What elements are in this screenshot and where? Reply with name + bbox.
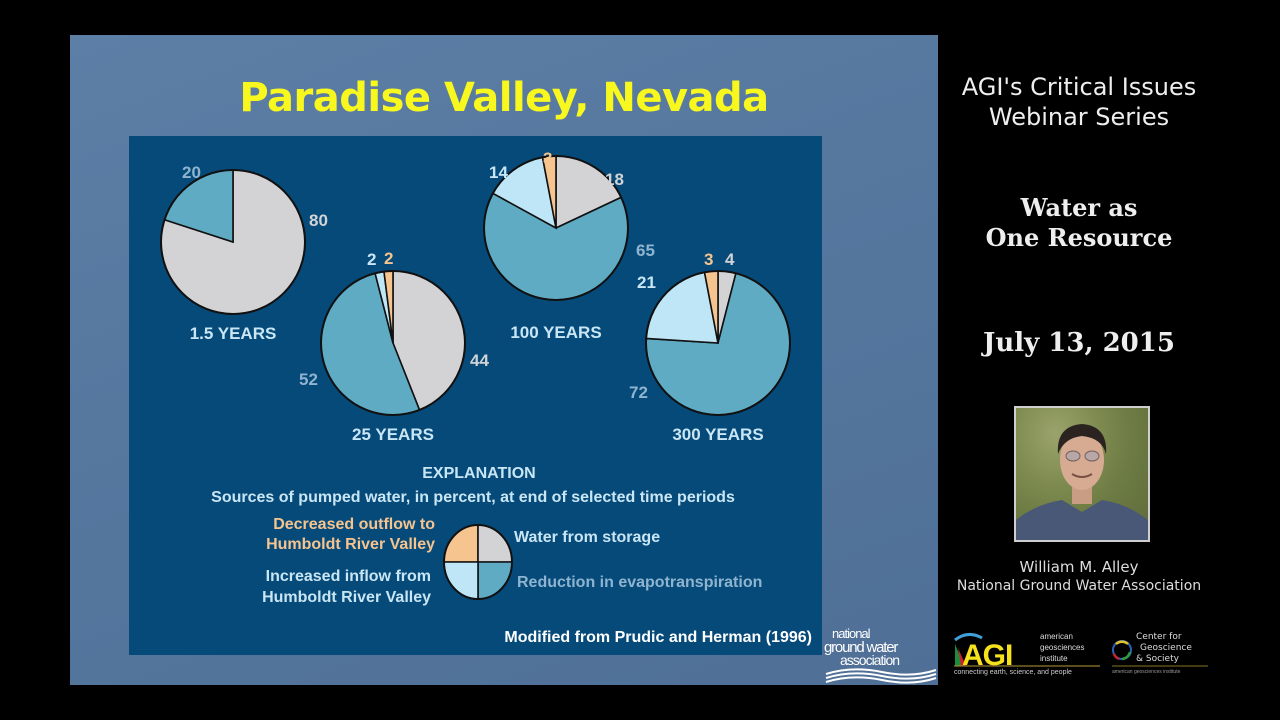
- topic-line1: Water as: [1020, 193, 1138, 222]
- pie-25-years: [320, 270, 466, 416]
- slide-title: Paradise Valley, Nevada: [239, 75, 769, 121]
- webinar-sidebar: AGI's Critical Issues Webinar Series Wat…: [938, 0, 1280, 720]
- cgs-logo: Center for Geoscience & Society american…: [1112, 632, 1208, 675]
- agi-arc-icon: [954, 633, 983, 642]
- agi-logo: AGI american geosciences institute conne…: [954, 632, 1100, 676]
- legend-label-storage: Water from storage: [514, 529, 660, 546]
- value-label: 3: [704, 250, 713, 269]
- value-label: 80: [309, 211, 328, 230]
- pie-caption: 300 YEARS: [672, 425, 763, 444]
- legend-label-outflow: Decreased outflow to: [273, 516, 435, 533]
- pie-caption: 100 YEARS: [510, 323, 601, 342]
- cgs-logo-line1: Center for: [1136, 632, 1182, 642]
- legend-label-outflow: Humboldt River Valley: [266, 536, 435, 553]
- agi-mark: AGI: [962, 639, 1012, 672]
- speaker-photo: [1014, 406, 1150, 542]
- value-label: 65: [636, 241, 655, 260]
- value-label: 20: [182, 163, 201, 182]
- legend-quad-circle: [443, 524, 513, 600]
- series-title: AGI's Critical Issues Webinar Series: [938, 72, 1220, 132]
- topic-line2: One Resource: [985, 223, 1173, 252]
- cgs-tagline: american geosciences institute: [1112, 669, 1181, 675]
- source-note: Modified from Prudic and Herman (1996): [504, 629, 812, 646]
- speaker-organization: National Ground Water Association: [956, 578, 1202, 594]
- cgs-logo-line2: Geoscience: [1140, 643, 1192, 653]
- speaker-portrait-icon: [1016, 424, 1148, 540]
- value-label: 44: [470, 351, 489, 370]
- value-label: 18: [605, 170, 624, 189]
- value-label: 4: [725, 250, 735, 269]
- value-label: 3: [543, 149, 552, 168]
- pie-caption: 1.5 YEARS: [190, 324, 277, 343]
- pie-300-years: [645, 270, 791, 416]
- legend-label-et: Reduction in evapotranspiration: [517, 574, 762, 591]
- chart-panel: 20 80 2 2 44 52 14 3 18 65 21 3 4 72 1.5…: [129, 136, 822, 655]
- legend-subtitle: Sources of pumped water, in percent, at …: [211, 489, 735, 506]
- value-label: 14: [489, 163, 508, 182]
- value-label: 72: [629, 383, 648, 402]
- ngwa-logo-line3: association: [840, 652, 899, 668]
- slide: Paradise Valley, Nevada 20 80 2 2 44 52 …: [70, 35, 938, 685]
- series-title-line2: Webinar Series: [988, 103, 1170, 131]
- agi-logo-line1: american: [1040, 632, 1073, 641]
- legend-label-inflow: Humboldt River Valley: [262, 589, 431, 606]
- value-label: 52: [299, 370, 318, 389]
- pie-100-years: [483, 155, 629, 301]
- cgs-emblem-icon: [1112, 640, 1132, 661]
- ngwa-logo-line2: ground water: [824, 639, 898, 656]
- webinar-topic: Water as One Resource: [938, 193, 1220, 253]
- series-title-line1: AGI's Critical Issues: [961, 73, 1197, 101]
- agi-logo-line2: geosciences: [1040, 643, 1084, 652]
- value-label: 2: [367, 250, 376, 269]
- cgs-logo-line3: & Society: [1136, 654, 1180, 664]
- pie-charts: 20 80 2 2 44 52 14 3 18 65 21 3 4 72 1.5…: [160, 149, 812, 646]
- ngwa-logo: national ground water association: [824, 626, 937, 684]
- webinar-date: July 13, 2015: [983, 328, 1175, 358]
- agi-tagline: connecting earth, science, and people: [954, 669, 1072, 676]
- pie-1-5-years: [160, 169, 306, 315]
- legend-label-inflow: Increased inflow from: [266, 568, 431, 585]
- value-label: 2: [384, 249, 393, 268]
- speaker-name: William M. Alley: [1019, 558, 1139, 576]
- legend-title: EXPLANATION: [422, 465, 535, 482]
- value-label: 21: [637, 273, 656, 292]
- pie-caption: 25 YEARS: [352, 425, 434, 444]
- agi-logo-line3: institute: [1040, 654, 1068, 663]
- ngwa-logo-line1: national: [832, 626, 871, 641]
